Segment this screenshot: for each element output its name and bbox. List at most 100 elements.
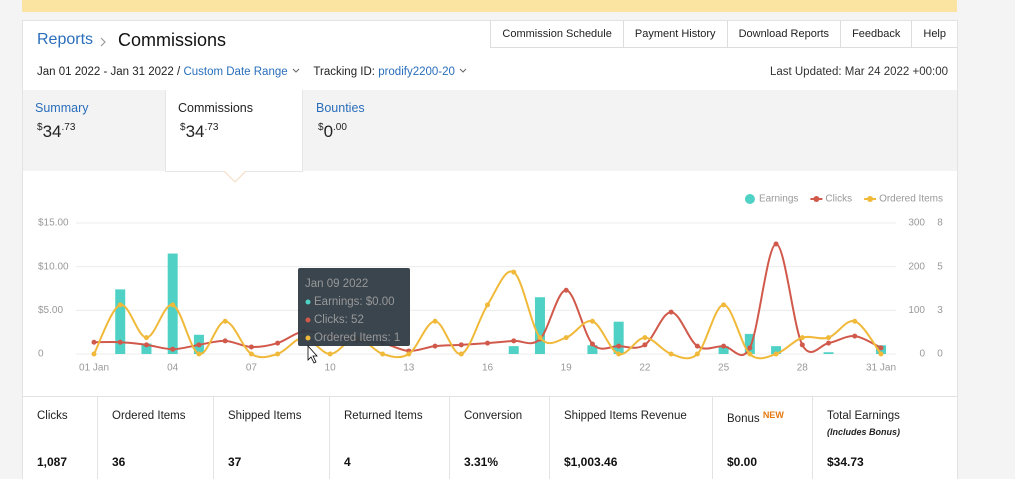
- point: [143, 335, 149, 341]
- tab[interactable]: Summary $34.73: [23, 90, 161, 171]
- amount-whole: 0: [323, 122, 334, 141]
- point: [589, 341, 595, 347]
- breadcrumb[interactable]: Reports: [37, 31, 94, 48]
- amount-fraction: .73: [61, 122, 76, 133]
- date-range: Jan 01 2022 - Jan 31 2022 /: [37, 66, 181, 78]
- point: [721, 343, 727, 349]
- y-tick-label: 0: [937, 349, 943, 360]
- point: [196, 351, 202, 357]
- tabs-background: [23, 90, 957, 171]
- stat-label-text: Clicks: [37, 410, 68, 422]
- stat-cell: Returned Items 4: [330, 397, 450, 479]
- stat-cell: Ordered Items 36: [98, 397, 214, 479]
- stat-value: 1,087: [37, 455, 68, 469]
- point: [826, 335, 832, 341]
- date-range-link[interactable]: Custom Date Range: [183, 66, 288, 78]
- header-button[interactable]: Feedback: [840, 21, 912, 48]
- notice-bar: [22, 0, 957, 12]
- point: [642, 342, 648, 348]
- point: [616, 343, 622, 349]
- bar: [587, 345, 598, 354]
- bar: [534, 297, 545, 354]
- point: [170, 346, 176, 352]
- y-tick-label: 8: [937, 218, 943, 229]
- stat-label-text: Conversion: [464, 410, 523, 422]
- point: [799, 342, 805, 348]
- stat-cell: Total Earnings (Includes Bonus) $34.73: [813, 397, 957, 479]
- dropdown-chevron: [459, 68, 467, 73]
- legend-label: Clicks: [825, 194, 852, 205]
- legend-marker: [867, 196, 874, 202]
- point: [721, 302, 727, 308]
- x-tick-label: 16: [482, 363, 494, 374]
- breadcrumb-chevron: [100, 37, 106, 47]
- x-tick-label: 07: [246, 363, 258, 374]
- tab-pointer: [223, 171, 247, 183]
- report-card: Reports Commissions Commission Schedule P…: [22, 20, 958, 479]
- x-tick-label: 28: [797, 363, 809, 374]
- point: [248, 344, 254, 350]
- header-button[interactable]: Payment History: [622, 21, 727, 48]
- tab-label: Summary: [35, 101, 89, 115]
- bar: [141, 343, 152, 354]
- stat-label: Shipped Items: [228, 410, 302, 422]
- point: [143, 342, 149, 348]
- tab-label: Bounties: [316, 101, 365, 115]
- stat-label: Returned Items: [344, 410, 423, 422]
- stat-value: 37: [228, 455, 242, 469]
- tab[interactable]: Bounties $0.00: [304, 90, 442, 171]
- legend-marker: [744, 194, 755, 204]
- header-button[interactable]: Download Reports: [726, 21, 841, 48]
- point: [117, 339, 123, 345]
- point: [91, 351, 97, 357]
- legend-label: Earnings: [759, 194, 798, 205]
- point: [117, 302, 123, 308]
- tooltip: Jan 09 2022 Earnings: $0.00 Clicks: 52 Orde…: [298, 268, 410, 346]
- point: [196, 342, 202, 348]
- stat-label-text: Shipped Items Revenue: [564, 410, 687, 422]
- tooltip-box: [298, 268, 410, 346]
- tracking-id[interactable]: prodify2200-20: [378, 66, 455, 78]
- amount-fraction: .00: [333, 122, 347, 133]
- point: [826, 340, 832, 346]
- y-tick-label: 100: [908, 305, 925, 316]
- point: [773, 351, 779, 357]
- amount-whole: 34: [42, 122, 62, 141]
- point: [485, 302, 490, 308]
- tab-amount: $34.73: [37, 122, 75, 142]
- cursor: [307, 344, 318, 364]
- stat-cell: Shipped Items 37: [214, 397, 330, 479]
- point: [511, 269, 517, 275]
- point: [222, 338, 228, 344]
- bar: [718, 346, 729, 354]
- header-button[interactable]: Commission Schedule: [490, 21, 623, 48]
- currency: $: [180, 122, 186, 133]
- stat-cell: Shipped Items Revenue $1,003.46: [550, 397, 713, 479]
- new-badge: NEW: [762, 410, 784, 420]
- amount-whole: 34: [185, 122, 205, 141]
- point: [563, 335, 569, 341]
- point: [458, 342, 464, 348]
- page-title: Commissions: [118, 30, 227, 50]
- legend-label: Ordered Items: [879, 194, 943, 205]
- button-bar: Commission Schedule Payment History Downlo…: [490, 21, 957, 48]
- point: [380, 351, 386, 357]
- point: [694, 343, 700, 349]
- chart: 0 $5.00 $10.00 $15.00 0 100 200 300 0 3 5 8 01 Jan 04…: [38, 194, 943, 374]
- bar: [771, 346, 782, 354]
- header-button[interactable]: Help: [911, 21, 957, 48]
- point: [642, 335, 648, 341]
- point: [537, 335, 543, 341]
- bar: [115, 289, 126, 354]
- point: [773, 241, 779, 247]
- point: [852, 318, 858, 324]
- y-tick-label: 300: [908, 218, 925, 229]
- point: [694, 351, 700, 357]
- legend-marker: [813, 196, 820, 202]
- x-tick-label: 25: [718, 363, 730, 374]
- point: [799, 335, 805, 341]
- stat-label: Conversion: [464, 410, 522, 422]
- x-tick-label: 19: [561, 363, 573, 374]
- tab[interactable]: Commissions $34.73: [165, 90, 303, 172]
